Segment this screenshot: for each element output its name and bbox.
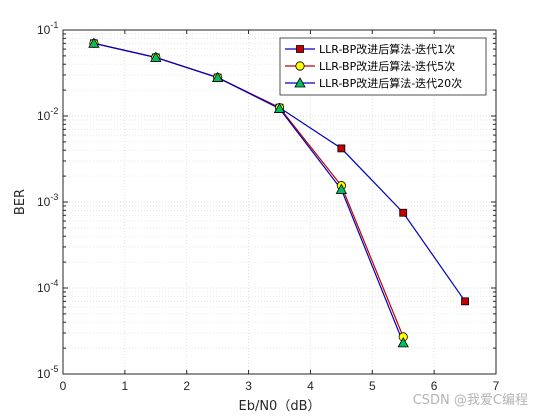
x-tick-label: 1 (122, 379, 129, 393)
legend-label: LLR-BP改进后算法-迭代20次 (319, 76, 462, 90)
x-tick-label: 6 (431, 379, 438, 393)
legend-marker (295, 61, 305, 71)
data-point-series-3 (335, 183, 348, 194)
legend: LLR-BP改进后算法-迭代1次 LLR-BP改进后算法-迭代5次 LLR-BP改进… (279, 37, 487, 96)
x-tick-label: 4 (307, 379, 314, 393)
data-point-series-3 (273, 102, 286, 113)
y-tick-label: 10-2 (37, 106, 58, 123)
data-point-series-1 (399, 208, 408, 217)
y-axis-label: BER (13, 189, 28, 215)
legend-marker (296, 45, 304, 53)
legend-marker (294, 77, 306, 88)
data-point-series-1 (461, 297, 469, 306)
x-tick-label: 3 (245, 379, 252, 393)
series-line-3 (93, 42, 404, 344)
x-tick-label: 5 (369, 379, 376, 393)
x-tick-label: 7 (493, 379, 500, 393)
x-tick-label: 0 (60, 379, 67, 393)
legend-label: LLR-BP改进后算法-迭代5次 (319, 59, 455, 73)
data-point-series-3 (150, 51, 162, 62)
watermark-text: CSDN @我爱C编程 (413, 393, 528, 408)
data-point-series-3 (88, 37, 100, 48)
y-tick-label: 10-5 (37, 364, 58, 381)
data-point-series-1 (337, 144, 346, 153)
data-point-series-3 (397, 337, 409, 348)
legend-label: LLR-BP改进后算法-迭代1次 (319, 42, 455, 56)
series-group (88, 37, 469, 348)
x-axis-label: Eb/N0（dB） (238, 399, 320, 414)
y-tick-label: 10-3 (37, 192, 58, 209)
data-point-series-3 (211, 71, 224, 82)
x-tick-label: 2 (183, 379, 190, 393)
y-tick-label: 10-1 (37, 20, 58, 37)
y-tick-label: 10-4 (37, 278, 58, 295)
